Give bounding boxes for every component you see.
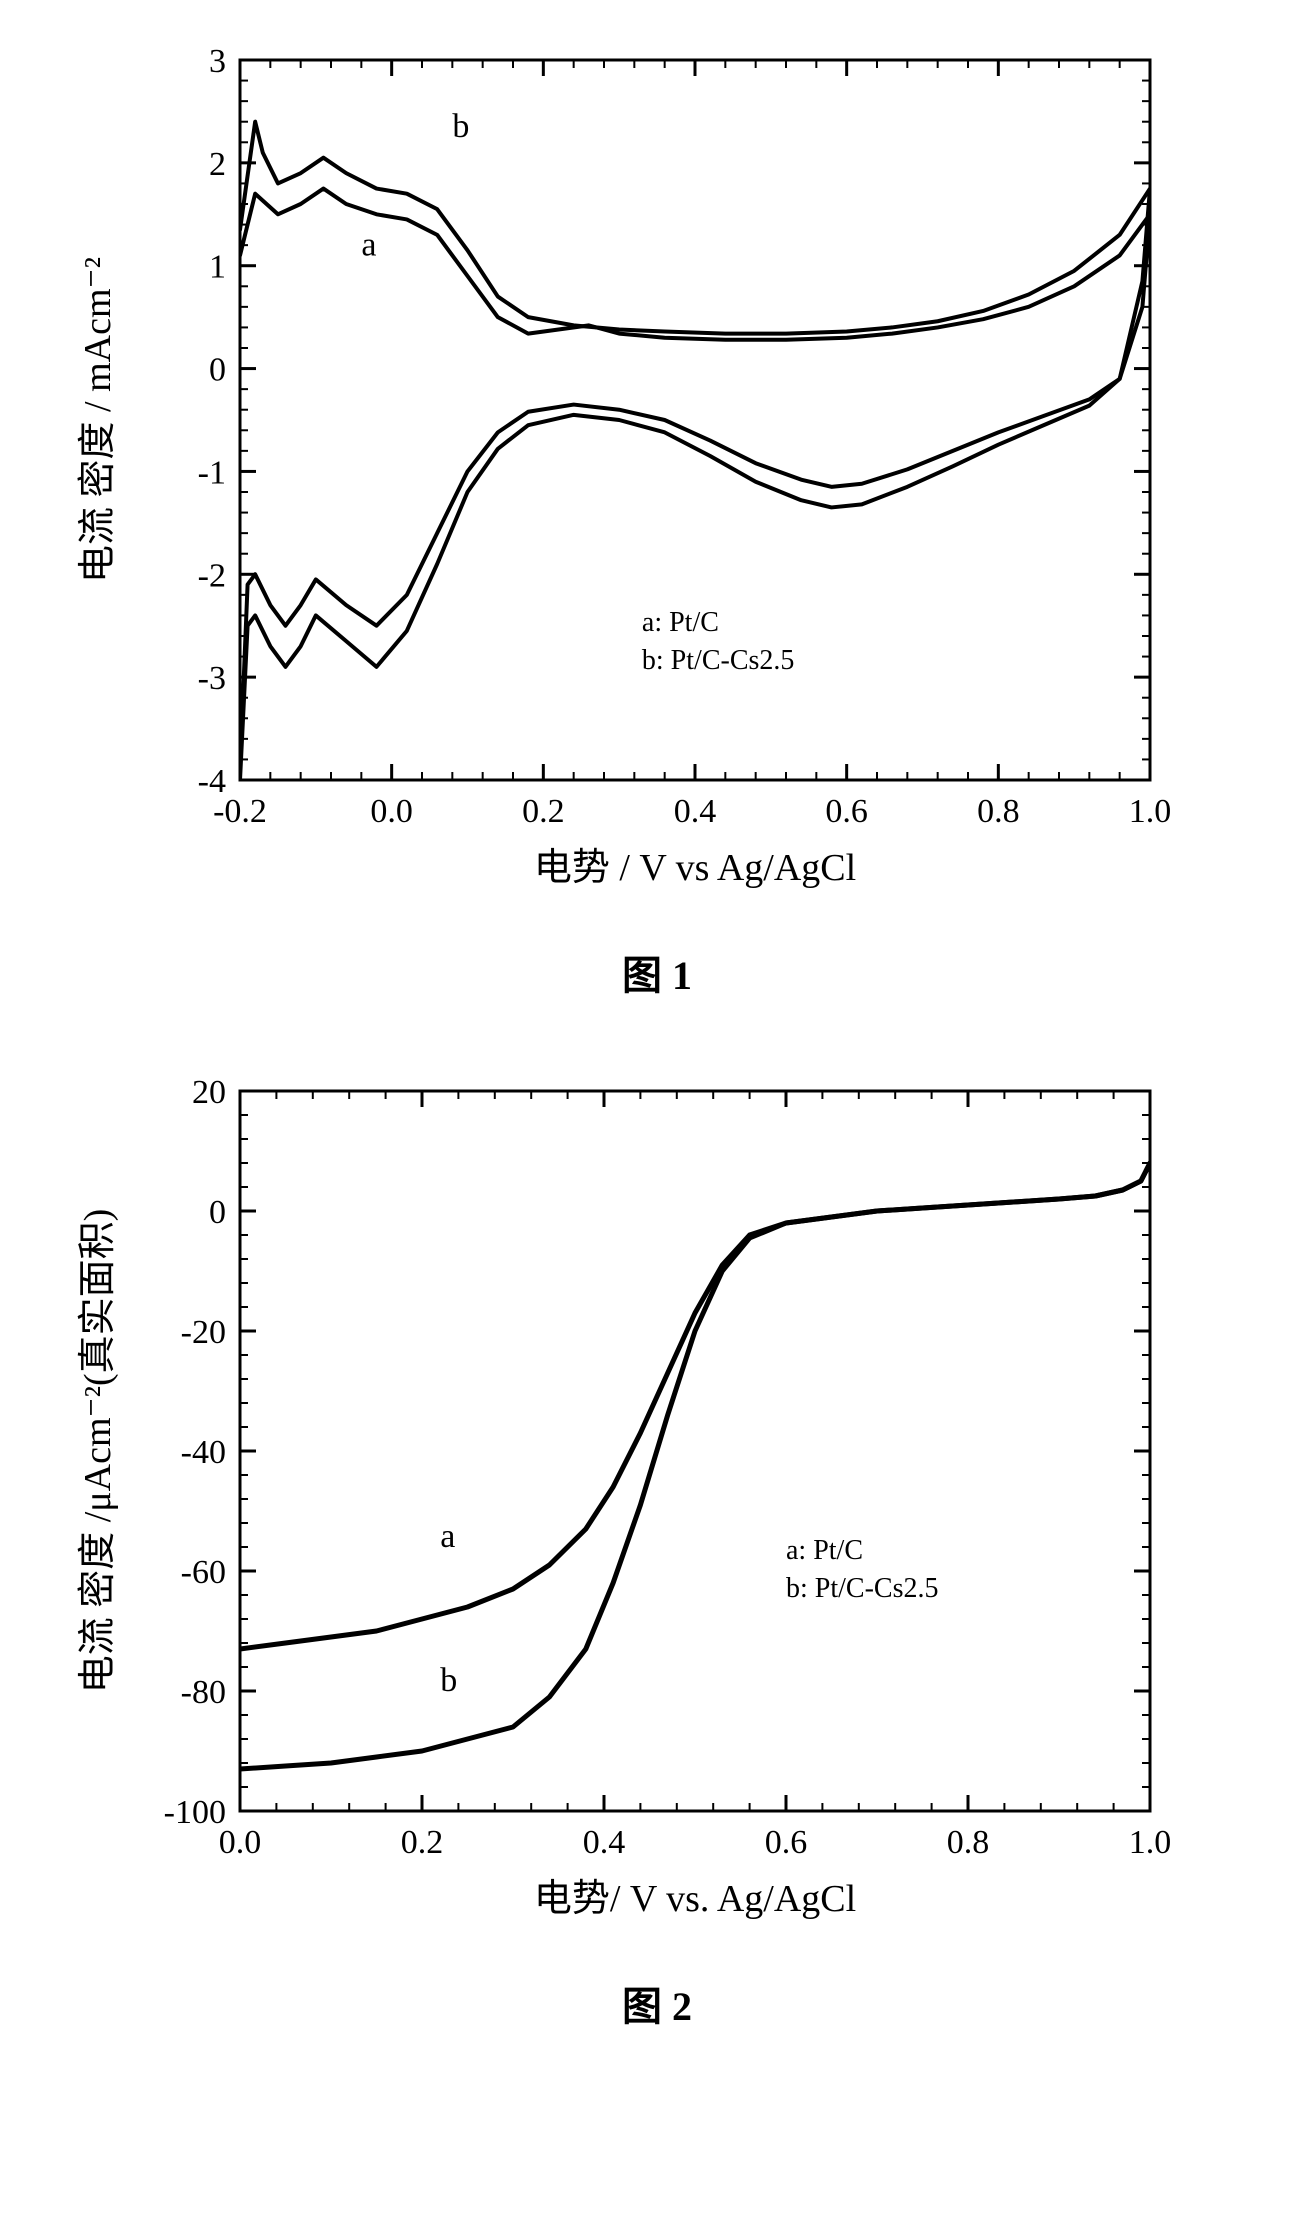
svg-text:a: a [440, 1518, 455, 1555]
svg-text:-4: -4 [198, 763, 226, 800]
svg-text:电势 / V vs Ag/AgCl: 电势 / V vs Ag/AgCl [534, 847, 856, 889]
svg-text:b: b [440, 1662, 457, 1699]
svg-text:0.6: 0.6 [825, 793, 868, 830]
svg-text:-20: -20 [181, 1314, 226, 1351]
svg-text:0: 0 [209, 1194, 226, 1231]
svg-text:-60: -60 [181, 1554, 226, 1591]
svg-text:b: Pt/C-Cs2.5: b: Pt/C-Cs2.5 [642, 645, 794, 676]
figure-1-caption: 图 1 [40, 943, 1274, 1001]
svg-text:1.0: 1.0 [1129, 1824, 1172, 1861]
svg-text:1: 1 [209, 249, 226, 286]
svg-text:-3: -3 [198, 660, 226, 697]
svg-text:电流 密度 /μAcm⁻²(真实面积): 电流 密度 /μAcm⁻²(真实面积) [77, 1209, 119, 1694]
svg-text:-100: -100 [164, 1794, 226, 1831]
svg-text:0.2: 0.2 [401, 1824, 444, 1861]
svg-text:b: b [452, 108, 469, 145]
svg-text:-1: -1 [198, 454, 226, 491]
svg-text:-40: -40 [181, 1434, 226, 1471]
svg-text:20: 20 [192, 1074, 226, 1111]
svg-text:电流 密度 / mAcm⁻²: 电流 密度 / mAcm⁻² [77, 257, 119, 583]
svg-text:a: a [361, 226, 376, 263]
svg-text:电势/ V vs. Ag/AgCl: 电势/ V vs. Ag/AgCl [534, 1878, 856, 1920]
svg-text:b: Pt/C-Cs2.5: b: Pt/C-Cs2.5 [786, 1573, 938, 1604]
svg-text:2: 2 [209, 146, 226, 183]
svg-text:0.4: 0.4 [583, 1824, 626, 1861]
svg-text:a: Pt/C: a: Pt/C [786, 1535, 863, 1566]
svg-text:0.6: 0.6 [765, 1824, 808, 1861]
svg-text:1.0: 1.0 [1129, 793, 1172, 830]
svg-text:0.2: 0.2 [522, 793, 565, 830]
svg-text:-80: -80 [181, 1674, 226, 1711]
figure-2-caption: 图 2 [40, 1974, 1274, 2032]
chart-2-svg: 0.00.20.40.60.81.0-100-80-60-40-20020ab电… [40, 1061, 1190, 1961]
svg-text:0: 0 [209, 352, 226, 389]
svg-text:0.8: 0.8 [947, 1824, 990, 1861]
chart-1-svg: -0.20.00.20.40.60.81.0-4-3-2-10123ab电势 /… [40, 30, 1190, 930]
svg-text:3: 3 [209, 43, 226, 80]
svg-text:-2: -2 [198, 557, 226, 594]
figure-2: 0.00.20.40.60.81.0-100-80-60-40-20020ab电… [40, 1061, 1274, 2032]
svg-text:0.0: 0.0 [370, 793, 413, 830]
svg-text:a: Pt/C: a: Pt/C [642, 607, 719, 638]
svg-text:0.4: 0.4 [674, 793, 717, 830]
svg-text:0.8: 0.8 [977, 793, 1020, 830]
figure-1: -0.20.00.20.40.60.81.0-4-3-2-10123ab电势 /… [40, 30, 1274, 1001]
